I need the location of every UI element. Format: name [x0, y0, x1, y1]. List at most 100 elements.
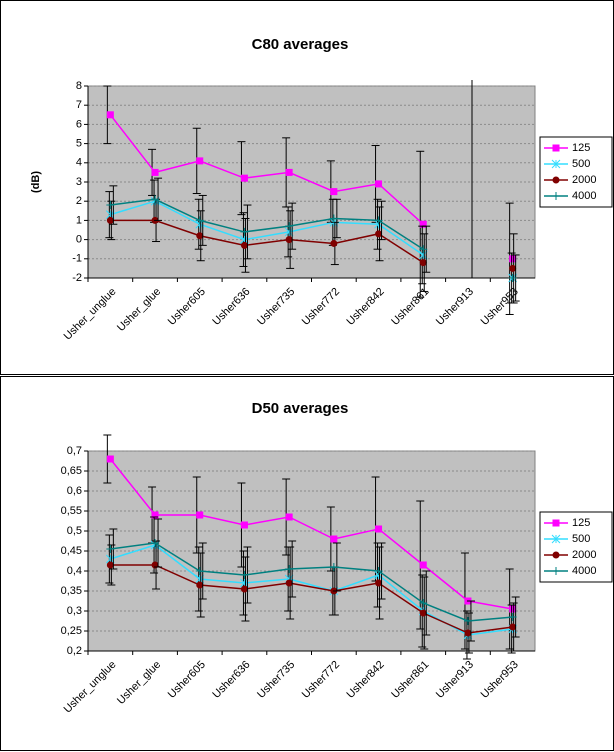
legend-label: 500 [572, 158, 590, 170]
marker [509, 605, 517, 613]
legend-label: 4000 [572, 565, 596, 577]
marker [151, 539, 160, 547]
legend-marker [552, 144, 560, 152]
marker [374, 216, 383, 225]
y-tick-label: 4 [76, 157, 82, 169]
y-tick-label: 2 [76, 195, 82, 207]
legend-label: 4000 [572, 190, 596, 202]
marker [419, 599, 428, 607]
marker [285, 579, 293, 587]
legend-marker [551, 534, 561, 544]
y-tick-label: 0,5 [67, 525, 82, 537]
legend-label: 125 [572, 517, 590, 529]
series-line [110, 564, 513, 634]
legend-marker [552, 567, 560, 575]
marker [151, 168, 159, 176]
legend-marker [552, 519, 560, 527]
series-line [110, 542, 513, 622]
marker [419, 561, 427, 569]
error-bar [284, 206, 293, 258]
marker [375, 180, 383, 188]
legend-marker [552, 192, 560, 200]
y-tick-label: 0,65 [61, 465, 82, 477]
legend-label: 500 [572, 533, 590, 545]
series-line [109, 458, 513, 610]
marker [285, 565, 294, 573]
marker [509, 623, 517, 631]
marker [195, 216, 204, 225]
marker [375, 579, 383, 587]
marker [106, 216, 114, 224]
marker [509, 255, 517, 263]
marker [196, 157, 204, 165]
marker [240, 174, 248, 182]
y-tick-label: 8 [76, 80, 82, 92]
marker [419, 220, 427, 228]
legend-marker [552, 551, 560, 559]
marker [330, 535, 338, 543]
marker [329, 214, 338, 223]
legend-label: 2000 [572, 549, 596, 561]
marker [419, 259, 427, 267]
marker [330, 239, 338, 247]
y-tick-label: 0 [76, 234, 82, 246]
marker [195, 567, 204, 575]
marker [240, 521, 248, 529]
y-tick-label: 0,25 [61, 625, 82, 637]
marker [508, 274, 517, 282]
marker [285, 513, 293, 521]
marker [330, 188, 338, 196]
marker [285, 168, 293, 176]
marker [196, 581, 204, 589]
marker [106, 455, 114, 463]
error-bar [105, 191, 114, 239]
marker [240, 241, 248, 249]
y-tick-label: 3 [76, 176, 82, 188]
marker [106, 111, 114, 119]
marker [509, 264, 517, 272]
marker [463, 617, 472, 625]
error-bar [239, 212, 248, 267]
y-tick-label: 0,35 [61, 585, 82, 597]
y-tick-label: 7 [76, 99, 82, 111]
y-tick-label: 0,7 [67, 445, 82, 457]
marker [285, 222, 294, 231]
chart: D50 averages 0,2 0,25 0,3 0,35 0,4 0,45 0,5 0,55… [0, 376, 614, 751]
marker [419, 245, 428, 254]
marker [464, 629, 472, 637]
legend-marker [552, 176, 560, 184]
marker [375, 230, 383, 238]
y-tick-label: -1 [72, 253, 82, 265]
marker [374, 567, 383, 575]
marker [329, 563, 338, 571]
legend-marker [551, 159, 561, 169]
marker [151, 511, 159, 519]
marker [419, 609, 427, 617]
marker [106, 545, 115, 553]
marker [240, 585, 248, 593]
marker [240, 227, 249, 236]
y-tick-label: 6 [76, 118, 82, 130]
chart-title: C80 averages [252, 36, 349, 53]
y-tick-label: 5 [76, 138, 82, 150]
error-bar [105, 534, 114, 584]
y-tick-label: 1 [76, 214, 82, 226]
y-tick-label: 0,45 [61, 545, 82, 557]
legend-label: 2000 [572, 174, 596, 186]
y-tick-label: 0,2 [67, 645, 82, 657]
marker [240, 571, 249, 579]
marker [508, 613, 517, 621]
marker [106, 561, 114, 569]
y-axis-label: (dB) [30, 171, 42, 193]
y-tick-label: 0,6 [67, 485, 82, 497]
marker [196, 232, 204, 240]
chart: C80 averages(dB)-2-1012345678Usher_unglu… [0, 0, 614, 375]
y-tick-label: 0,3 [67, 605, 82, 617]
marker [196, 511, 204, 519]
marker [285, 236, 293, 244]
chart-title: D50 averages [252, 400, 349, 417]
legend-label: 125 [572, 142, 590, 154]
marker [375, 525, 383, 533]
y-tick-label: 0,4 [67, 565, 82, 577]
